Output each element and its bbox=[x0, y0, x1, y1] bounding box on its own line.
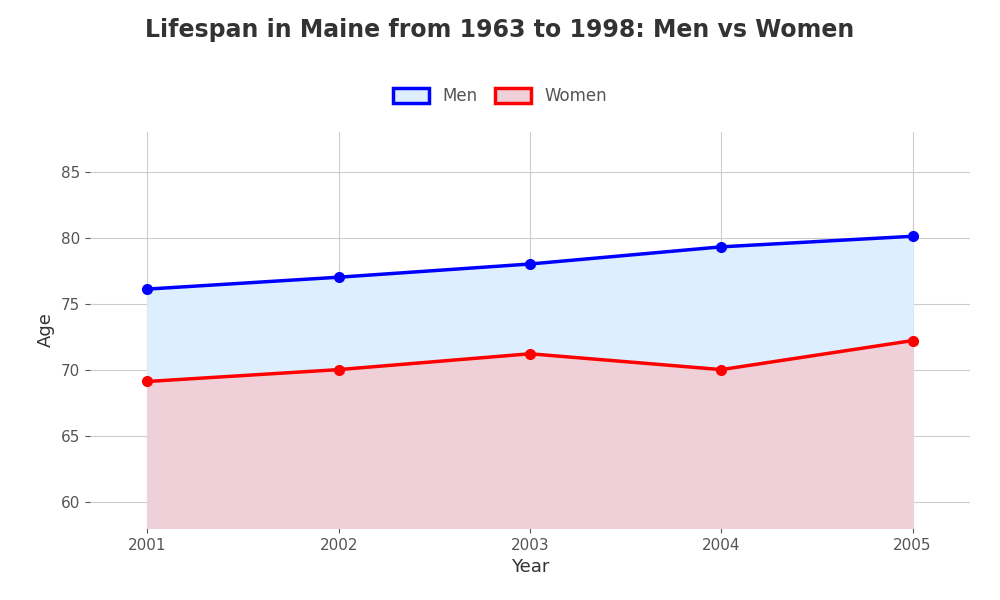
Text: Lifespan in Maine from 1963 to 1998: Men vs Women: Lifespan in Maine from 1963 to 1998: Men… bbox=[145, 18, 855, 42]
X-axis label: Year: Year bbox=[511, 558, 549, 576]
Legend: Men, Women: Men, Women bbox=[386, 80, 614, 112]
Y-axis label: Age: Age bbox=[37, 313, 55, 347]
